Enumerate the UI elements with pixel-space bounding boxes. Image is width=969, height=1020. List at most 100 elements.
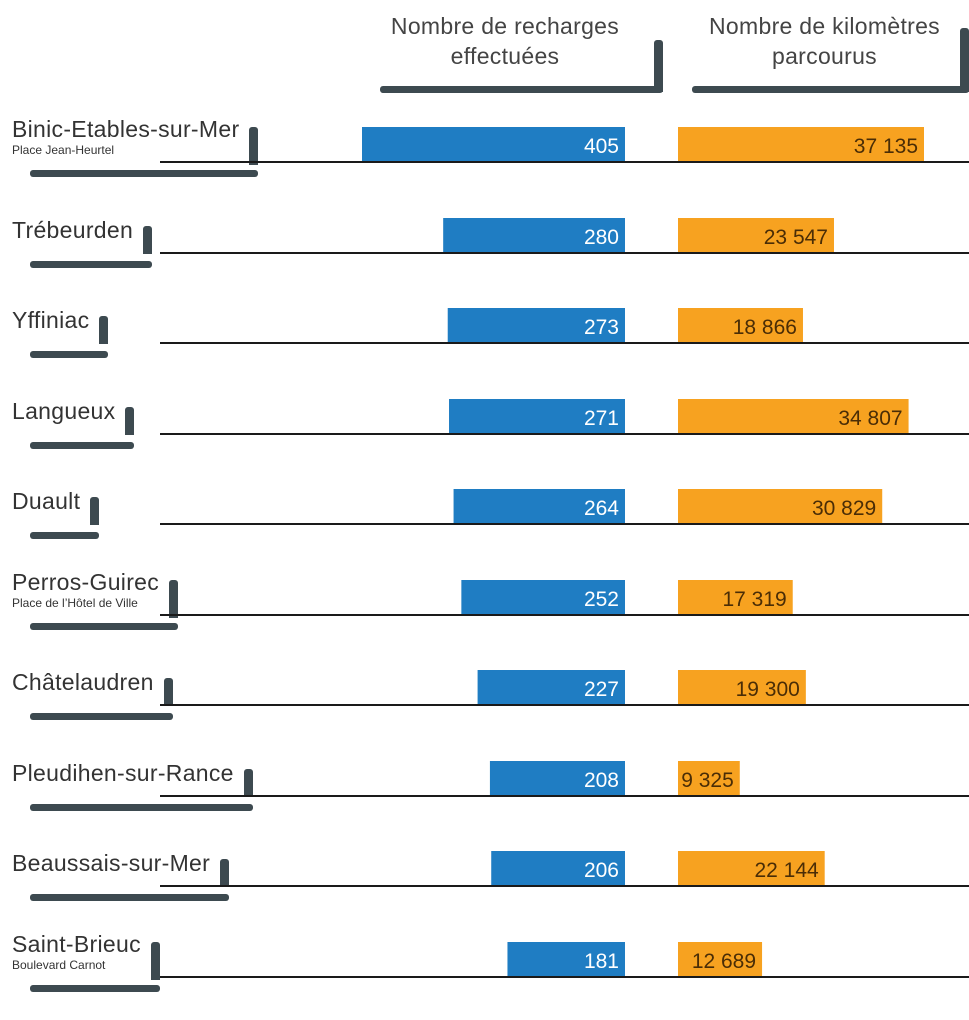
kilometres-value-label: 30 829 <box>812 497 876 520</box>
station-name: Yffiniac <box>12 307 90 333</box>
recharges-value-label: 273 <box>584 316 619 339</box>
label-shadow <box>30 713 173 720</box>
row-baseline <box>160 976 969 978</box>
row-baseline <box>160 252 969 254</box>
recharges-value-label: 405 <box>584 135 619 158</box>
recharges-bar <box>362 127 625 161</box>
recharges-bar <box>447 308 625 342</box>
header-recharges-line-1: Nombre de recharges <box>390 13 620 39</box>
row-baseline <box>160 795 969 797</box>
label-tick <box>163 678 173 706</box>
kilometres-value-label: 34 807 <box>838 407 902 430</box>
kilometres-value-label: 17 319 <box>722 588 786 611</box>
row-baseline <box>160 433 969 435</box>
row-baseline <box>160 704 969 706</box>
row-baseline <box>160 161 969 163</box>
recharges-value-label: 206 <box>584 859 619 882</box>
chart-row: Pleudihen-sur-Rance 208 9 325 <box>0 749 969 839</box>
station-name: Châtelaudren <box>12 669 154 695</box>
recharges-value-label: 227 <box>584 678 619 701</box>
header-kilometres-tick <box>960 28 969 92</box>
row-bars: 271 34 807 <box>449 399 909 433</box>
kilometres-value-label: 12 689 <box>692 950 756 973</box>
kilometres-value-label: 22 144 <box>754 859 819 882</box>
recharges-bar <box>453 489 625 523</box>
header-kilometres-line-1: Nombre de kilomètres <box>709 13 940 39</box>
row-bars: 208 9 325 <box>489 761 740 795</box>
label-tick <box>249 127 259 165</box>
label-shadow <box>30 532 100 539</box>
label-tick <box>143 226 153 254</box>
label-tick <box>169 580 179 618</box>
recharges-bar <box>491 851 625 885</box>
header-kilometres: Nombre de kilomètres parcourus <box>680 12 969 72</box>
chart-row: Trébeurden 280 23 547 <box>0 206 969 296</box>
station-label: Châtelaudren <box>12 668 154 696</box>
kilometres-value-label: 23 547 <box>764 226 828 249</box>
row-bars: 273 18 866 <box>447 308 803 342</box>
kilometres-bar <box>678 761 740 795</box>
header-recharges-tick <box>654 40 663 92</box>
row-bars: 264 30 829 <box>453 489 883 523</box>
station-location: Boulevard Carnot <box>12 958 106 972</box>
label-shadow <box>30 261 153 268</box>
station-name: Trébeurden <box>12 217 134 243</box>
kilometres-bar <box>678 218 834 252</box>
recharges-value-label: 280 <box>584 226 619 249</box>
kilometres-value-label: 37 135 <box>854 135 918 158</box>
kilometres-bar <box>678 851 825 885</box>
station-label: Trébeurden <box>12 216 133 244</box>
label-tick <box>99 316 109 344</box>
station-label: Pleudihen-sur-Rance <box>12 759 234 787</box>
chart-row: Beaussais-sur-Mer 206 22 144 <box>0 839 969 929</box>
chart-row: Duault 264 30 829 <box>0 477 969 567</box>
station-label: Saint-Brieuc Boulevard Carnot <box>12 930 141 972</box>
header-kilometres-line-2: parcourus <box>772 42 877 69</box>
station-name: Beaussais-sur-Mer <box>12 850 211 876</box>
header-kilometres-shadow <box>692 86 969 93</box>
chart-row: Langueux 271 34 807 <box>0 387 969 477</box>
label-tick <box>90 497 100 525</box>
label-tick <box>243 769 253 797</box>
header-recharges: Nombre de recharges effectuées <box>360 12 650 72</box>
kilometres-value-label: 9 325 <box>681 769 734 792</box>
row-bars: 252 17 319 <box>461 580 793 614</box>
row-bars: 405 37 135 <box>362 127 924 161</box>
kilometres-bar <box>678 399 909 433</box>
recharges-value-label: 271 <box>584 407 619 430</box>
label-tick <box>220 859 230 887</box>
station-label: Yffiniac <box>12 306 89 334</box>
row-baseline <box>160 523 969 525</box>
station-name: Binic-Etables-sur-Mer <box>12 116 240 142</box>
label-shadow <box>30 804 253 811</box>
station-label: Duault <box>12 487 80 515</box>
recharges-bar <box>489 761 625 795</box>
row-baseline <box>160 614 969 616</box>
recharges-value-label: 208 <box>584 769 619 792</box>
recharges-value-label: 252 <box>584 588 619 611</box>
recharges-bar <box>461 580 625 614</box>
recharges-value-label: 181 <box>584 950 619 973</box>
station-name: Langueux <box>12 398 116 424</box>
chart-row: Yffiniac 273 18 866 <box>0 296 969 386</box>
label-shadow <box>30 985 160 992</box>
label-shadow <box>30 894 230 901</box>
row-bars: 181 12 689 <box>507 942 763 976</box>
recharges-bar <box>507 942 625 976</box>
chart-row: Châtelaudren 227 19 300 <box>0 658 969 748</box>
kilometres-bar <box>678 489 883 523</box>
row-bars: 206 22 144 <box>491 851 825 885</box>
label-tick <box>125 407 135 435</box>
label-shadow <box>30 442 135 449</box>
kilometres-value-label: 19 300 <box>736 678 800 701</box>
label-shadow <box>30 170 259 177</box>
station-name: Pleudihen-sur-Rance <box>12 760 234 786</box>
station-label: Binic-Etables-sur-Mer Place Jean-Heurtel <box>12 115 239 157</box>
station-label: Beaussais-sur-Mer <box>12 849 210 877</box>
recharges-bar <box>449 399 625 433</box>
kilometres-bar <box>678 942 763 976</box>
station-name: Duault <box>12 488 81 514</box>
station-name: Saint-Brieuc <box>12 931 141 957</box>
header-recharges-shadow <box>380 86 663 93</box>
label-tick <box>150 942 160 980</box>
